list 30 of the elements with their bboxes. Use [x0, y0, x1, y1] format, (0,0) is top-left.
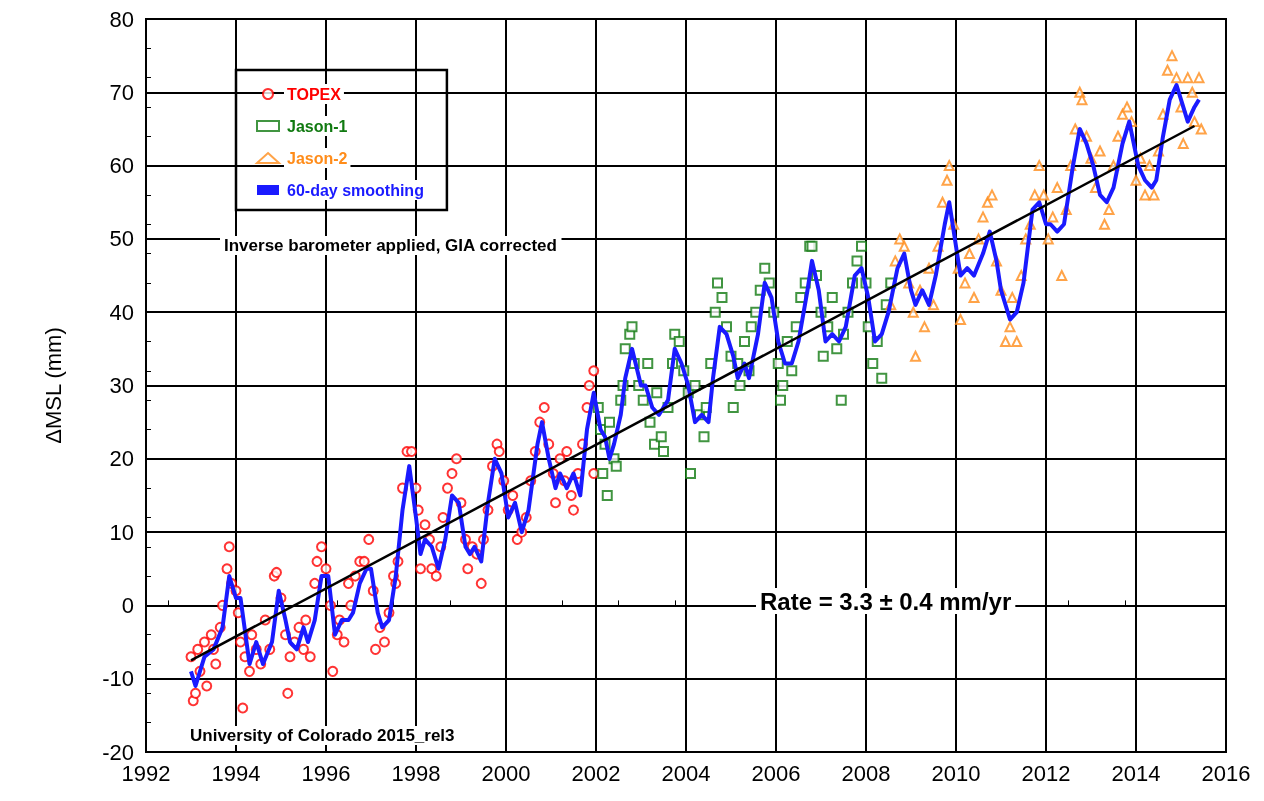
y-axis-title: ΔMSL (mm) [40, 327, 66, 444]
x-tick-label: 2010 [931, 760, 981, 786]
y-tick-label: 0 [121, 592, 134, 618]
y-tick-label: 80 [109, 6, 134, 32]
y-tick-label: -10 [102, 666, 134, 692]
x-tick-label: 1994 [211, 760, 261, 786]
x-tick-label: 2000 [481, 760, 531, 786]
y-tick-label: 60 [109, 153, 134, 179]
x-tick-label: 2014 [1111, 760, 1161, 786]
legend-label: Jason-2 [287, 149, 348, 167]
legend-label: Jason-1 [287, 117, 348, 135]
y-tick-label: 30 [109, 373, 134, 398]
annotation: Rate = 3.3 ± 0.4 mm/yr [760, 587, 1012, 615]
x-tick-label: 1996 [301, 760, 351, 786]
legend-label: 60-day smoothing [287, 181, 424, 199]
annotation: University of Colorado 2015_rel3 [190, 726, 455, 745]
legend-label: TOPEX [287, 85, 342, 103]
x-tick-label: 2016 [1201, 760, 1251, 786]
x-tick-label: 2006 [751, 760, 801, 786]
y-tick-label: 50 [109, 226, 134, 252]
y-tick-label: 20 [109, 446, 134, 472]
x-tick-label: 2002 [571, 760, 621, 786]
x-tick-label: 1998 [391, 760, 441, 786]
x-tick-label: 2012 [1021, 760, 1071, 786]
x-tick-label: 2008 [841, 760, 891, 786]
x-tick-label: 2004 [661, 760, 711, 786]
y-tick-label: 10 [109, 519, 134, 545]
y-tick-label: 70 [109, 79, 134, 105]
annotation: Inverse barometer applied, GIA corrected [224, 236, 557, 255]
y-tick-label: 40 [109, 299, 134, 325]
